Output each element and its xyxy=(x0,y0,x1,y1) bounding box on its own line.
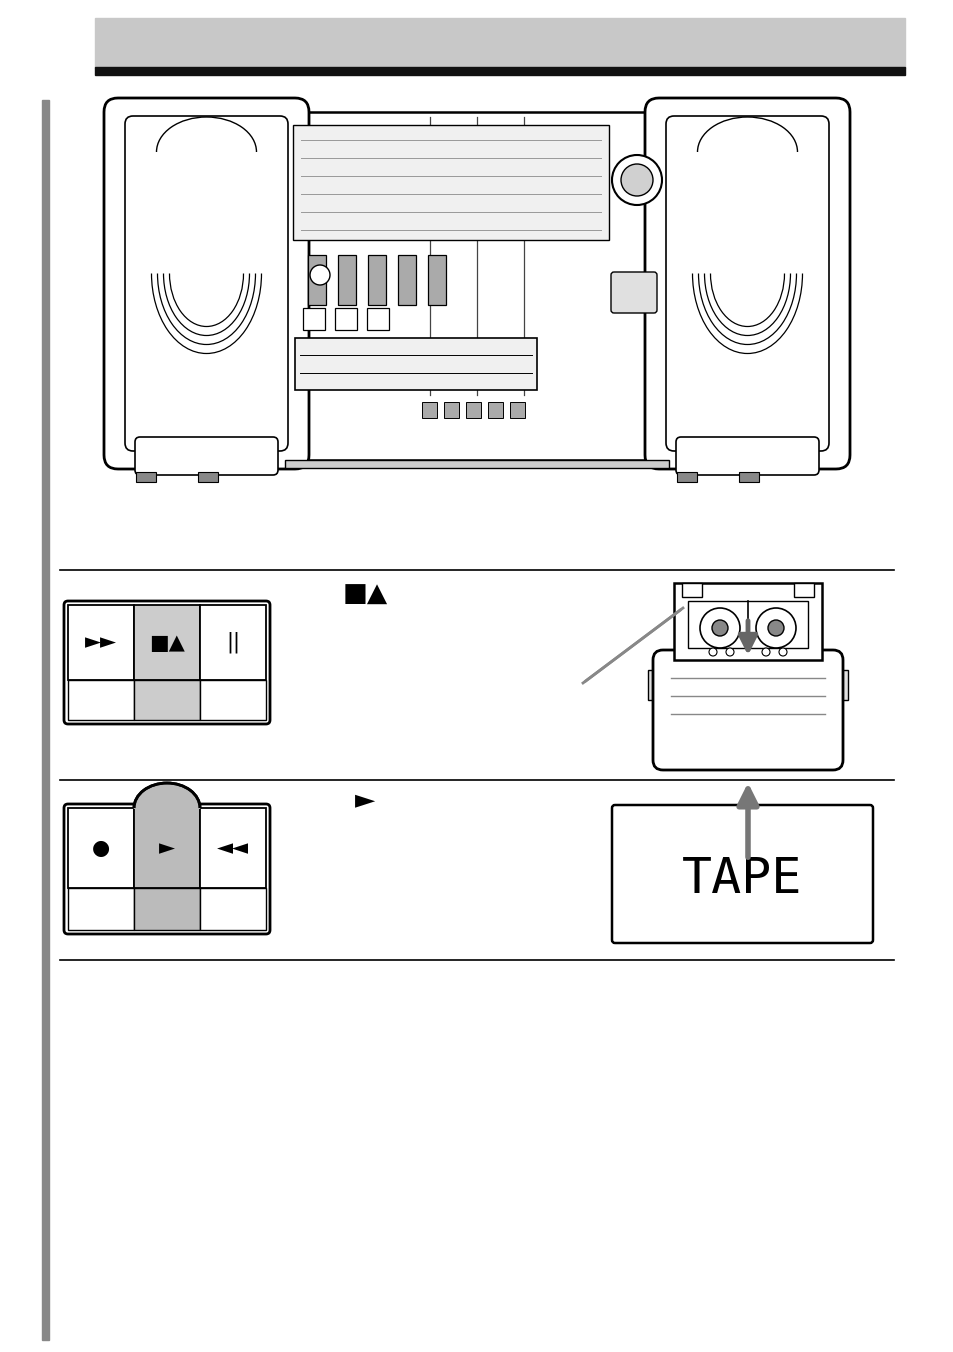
Circle shape xyxy=(755,608,795,648)
Bar xyxy=(200,680,266,721)
FancyBboxPatch shape xyxy=(652,650,842,771)
Circle shape xyxy=(779,648,786,656)
Circle shape xyxy=(761,648,769,656)
FancyBboxPatch shape xyxy=(64,602,270,725)
Bar xyxy=(677,472,697,483)
Bar xyxy=(673,583,821,660)
Circle shape xyxy=(310,265,330,285)
FancyBboxPatch shape xyxy=(612,804,872,942)
FancyBboxPatch shape xyxy=(644,97,849,469)
Bar xyxy=(294,338,537,389)
Bar xyxy=(832,671,847,700)
Bar xyxy=(308,256,326,306)
Text: ||: || xyxy=(226,631,240,653)
FancyBboxPatch shape xyxy=(676,437,818,475)
Bar xyxy=(133,604,200,680)
Text: ►: ► xyxy=(355,787,375,813)
Circle shape xyxy=(708,648,717,656)
Bar xyxy=(68,888,133,930)
Circle shape xyxy=(620,164,652,196)
Bar xyxy=(739,472,759,483)
Bar xyxy=(647,671,662,700)
FancyBboxPatch shape xyxy=(135,437,277,475)
Bar xyxy=(285,112,668,460)
FancyBboxPatch shape xyxy=(125,116,288,452)
FancyBboxPatch shape xyxy=(610,272,657,314)
FancyBboxPatch shape xyxy=(665,116,828,452)
Bar xyxy=(510,402,524,418)
Bar xyxy=(465,402,480,418)
Text: ■▲: ■▲ xyxy=(149,633,185,653)
Polygon shape xyxy=(133,783,200,808)
Text: ►: ► xyxy=(159,838,174,859)
Circle shape xyxy=(612,155,661,206)
Bar xyxy=(443,402,458,418)
Bar xyxy=(367,308,389,330)
Bar xyxy=(421,402,436,418)
Bar xyxy=(337,256,355,306)
Bar xyxy=(681,583,701,598)
Bar xyxy=(488,402,502,418)
Bar xyxy=(136,472,156,483)
Bar xyxy=(793,583,813,598)
Bar xyxy=(198,472,218,483)
Text: TAPE: TAPE xyxy=(681,854,801,903)
Text: ■▲: ■▲ xyxy=(342,581,387,608)
Bar xyxy=(293,124,608,241)
Bar xyxy=(95,18,904,68)
Bar xyxy=(42,100,49,1340)
FancyBboxPatch shape xyxy=(104,97,309,469)
Bar xyxy=(200,888,266,930)
Circle shape xyxy=(700,608,740,648)
Bar xyxy=(133,888,200,930)
Bar xyxy=(133,680,200,721)
FancyBboxPatch shape xyxy=(64,804,270,934)
Bar xyxy=(687,602,807,648)
Bar xyxy=(133,808,200,888)
Bar xyxy=(200,604,266,680)
Bar xyxy=(335,308,356,330)
Bar xyxy=(285,460,668,468)
Bar xyxy=(303,308,325,330)
Text: ◄◄: ◄◄ xyxy=(216,838,249,859)
Circle shape xyxy=(711,621,727,635)
Bar xyxy=(95,68,904,74)
Circle shape xyxy=(767,621,783,635)
Text: ●: ● xyxy=(91,838,110,859)
Bar xyxy=(68,604,133,680)
Text: ►►: ►► xyxy=(85,633,117,653)
Bar xyxy=(200,808,266,888)
Bar xyxy=(368,256,386,306)
Bar xyxy=(397,256,416,306)
Bar xyxy=(428,256,446,306)
Bar xyxy=(68,680,133,721)
Circle shape xyxy=(725,648,733,656)
Bar xyxy=(68,808,133,888)
